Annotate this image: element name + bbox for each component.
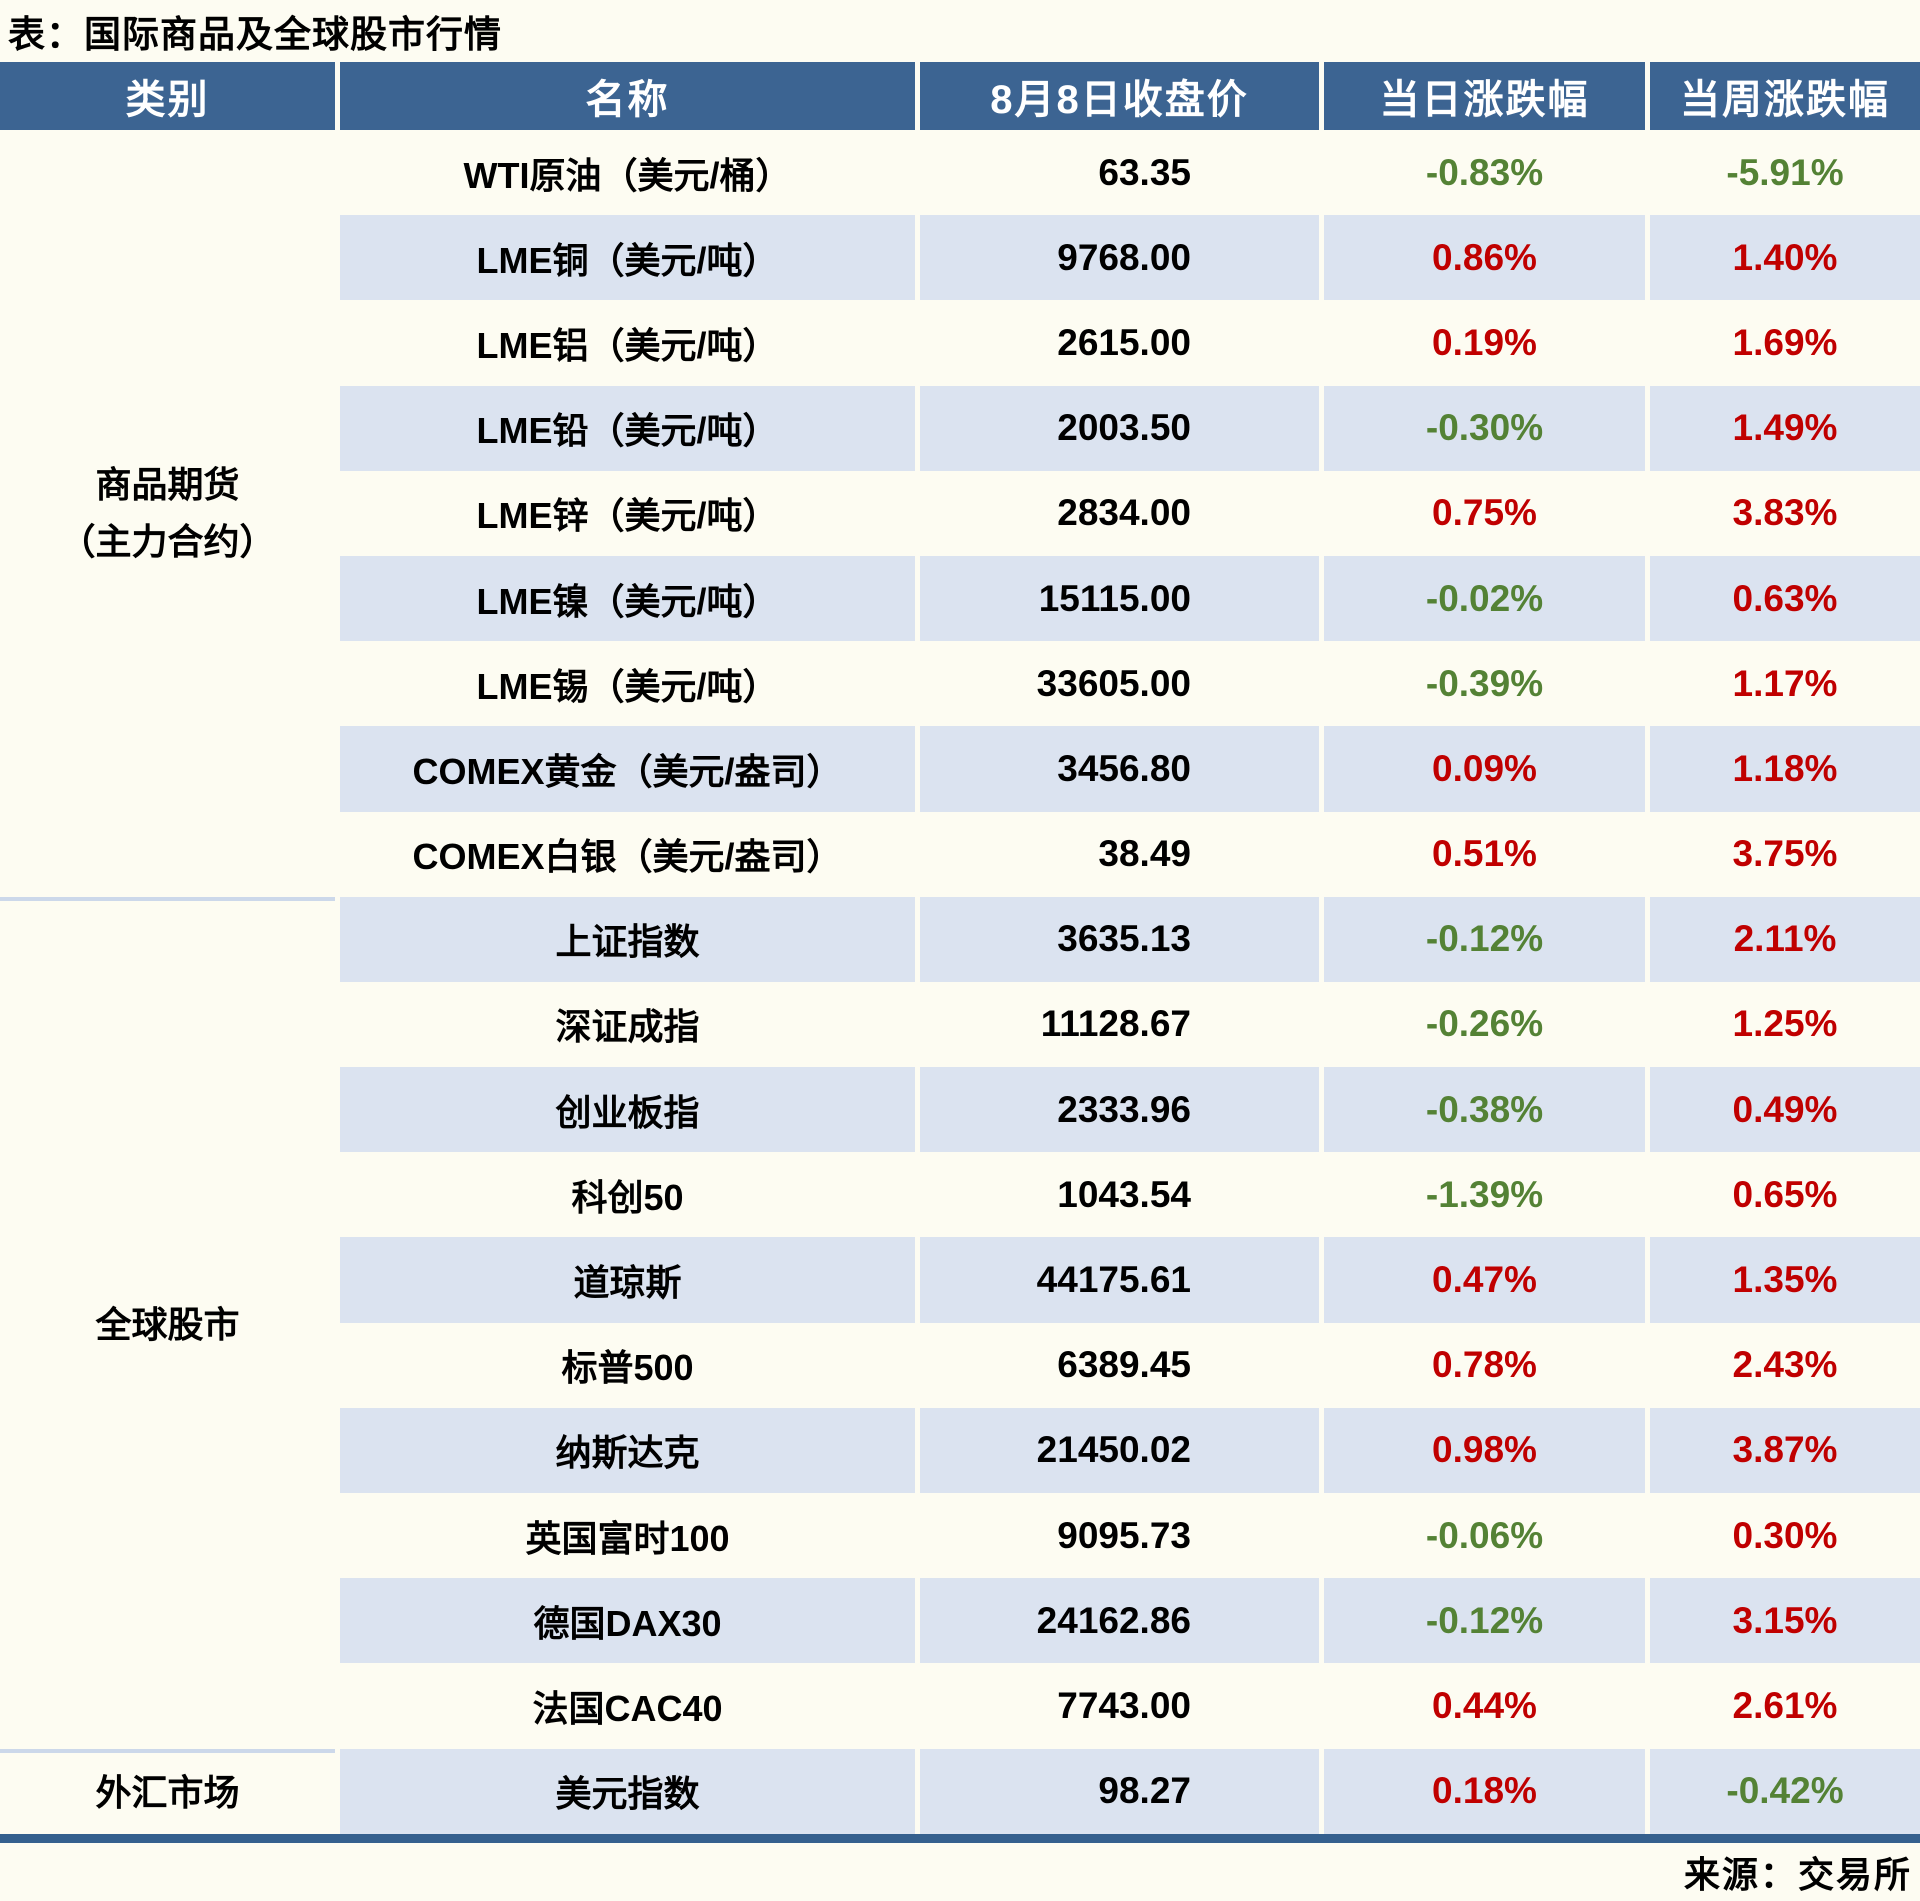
row-name: LME铝（美元/吨） [335,300,915,386]
row-close-price: 44175.61 [915,1237,1319,1323]
row-weekly-change: 0.49% [1645,1067,1920,1153]
row-daily-change: 0.44% [1319,1663,1645,1749]
category-cell: 商品期货 （主力合约） [59,463,276,563]
row-name: 德国DAX30 [335,1578,915,1664]
row-close-price: 24162.86 [915,1578,1319,1664]
row-daily-change: 0.47% [1319,1237,1645,1323]
row-weekly-change: 1.17% [1645,641,1920,727]
row-close-price: 3635.13 [915,896,1319,982]
row-daily-change: 0.19% [1319,300,1645,386]
row-weekly-change: 3.75% [1645,811,1920,897]
row-daily-change: -0.26% [1319,981,1645,1068]
row-name: LME锡（美元/吨） [335,641,915,727]
row-close-price: 3456.80 [915,726,1319,812]
row-daily-change: -0.83% [1319,130,1645,216]
row-close-price: 9768.00 [915,215,1319,301]
row-daily-change: -1.39% [1319,1152,1645,1238]
row-close-price: 38.49 [915,811,1319,897]
row-name: 道琼斯 [335,1237,915,1323]
row-weekly-change: 2.61% [1645,1663,1920,1749]
row-name: COMEX黄金（美元/盎司） [335,726,915,812]
row-close-price: 63.35 [915,130,1319,216]
row-weekly-change: 0.30% [1645,1493,1920,1579]
row-name: 法国CAC40 [335,1663,915,1749]
row-close-price: 33605.00 [915,641,1319,727]
row-close-price: 11128.67 [915,981,1319,1068]
row-weekly-change: -0.42% [1645,1748,1920,1834]
row-weekly-change: 1.69% [1645,300,1920,386]
row-close-price: 7743.00 [915,1663,1319,1749]
row-daily-change: 0.86% [1319,215,1645,301]
row-close-price: 2834.00 [915,470,1319,556]
row-weekly-change: -5.91% [1645,130,1920,216]
row-daily-change: -0.02% [1319,555,1645,642]
row-close-price: 9095.73 [915,1493,1319,1579]
row-weekly-change: 2.11% [1645,896,1920,982]
row-daily-change: 0.98% [1319,1407,1645,1493]
row-name: LME锌（美元/吨） [335,470,915,556]
row-weekly-change: 0.63% [1645,555,1920,642]
row-weekly-change: 3.83% [1645,470,1920,556]
row-daily-change: 0.18% [1319,1748,1645,1834]
row-close-price: 98.27 [915,1748,1319,1834]
row-name: 科创50 [335,1152,915,1238]
row-weekly-change: 3.15% [1645,1578,1920,1664]
row-daily-change: -0.39% [1319,641,1645,727]
row-weekly-change: 0.65% [1645,1152,1920,1238]
row-close-price: 2615.00 [915,300,1319,386]
market-table: 类别 名称 8月8日收盘价 当日涨跌幅 当周涨跌幅 商品期货 （主力合约） WTI… [0,62,1920,1834]
row-name: LME镍（美元/吨） [335,555,915,642]
row-name: LME铜（美元/吨） [335,215,915,301]
row-weekly-change: 1.18% [1645,726,1920,812]
header-name: 名称 [335,62,915,130]
row-weekly-change: 1.40% [1645,215,1920,301]
row-weekly-change: 1.49% [1645,385,1920,471]
row-close-price: 21450.02 [915,1407,1319,1493]
row-daily-change: -0.30% [1319,385,1645,471]
row-close-price: 6389.45 [915,1322,1319,1408]
row-close-price: 2333.96 [915,1067,1319,1153]
row-daily-change: -0.12% [1319,896,1645,982]
row-weekly-change: 3.87% [1645,1407,1920,1493]
row-name: LME铅（美元/吨） [335,385,915,471]
row-weekly-change: 1.35% [1645,1237,1920,1323]
row-name: COMEX白银（美元/盎司） [335,811,915,897]
page-title: 表：国际商品及全球股市行情 [8,14,502,55]
header-daily-change: 当日涨跌幅 [1319,62,1645,130]
row-name: 美元指数 [335,1748,915,1834]
source-note: 来源：交易所 [1683,1853,1912,1895]
row-name: 英国富时100 [335,1493,915,1579]
row-close-price: 2003.50 [915,385,1319,471]
row-close-price: 15115.00 [915,555,1319,642]
row-weekly-change: 1.25% [1645,981,1920,1068]
header-weekly-change: 当周涨跌幅 [1645,62,1920,130]
header-category: 类别 [0,62,335,130]
category-cell: 外汇市场 [0,1748,335,1834]
bottom-divider [0,1833,1920,1843]
row-daily-change: 0.09% [1319,726,1645,812]
row-name: 纳斯达克 [335,1407,915,1493]
row-daily-change: -0.12% [1319,1578,1645,1664]
row-name: 深证成指 [335,981,915,1068]
row-close-price: 1043.54 [915,1152,1319,1238]
header-close-price: 8月8日收盘价 [915,62,1319,130]
row-daily-change: 0.51% [1319,811,1645,897]
row-daily-change: -0.38% [1319,1067,1645,1153]
row-daily-change: 0.78% [1319,1322,1645,1408]
row-daily-change: -0.06% [1319,1493,1645,1579]
row-daily-change: 0.75% [1319,470,1645,556]
row-name: WTI原油（美元/桶） [335,130,915,216]
row-name: 标普500 [335,1322,915,1408]
category-cell: 全球股市 [0,896,335,1749]
row-weekly-change: 2.43% [1645,1322,1920,1408]
row-name: 创业板指 [335,1067,915,1153]
row-name: 上证指数 [335,896,915,982]
